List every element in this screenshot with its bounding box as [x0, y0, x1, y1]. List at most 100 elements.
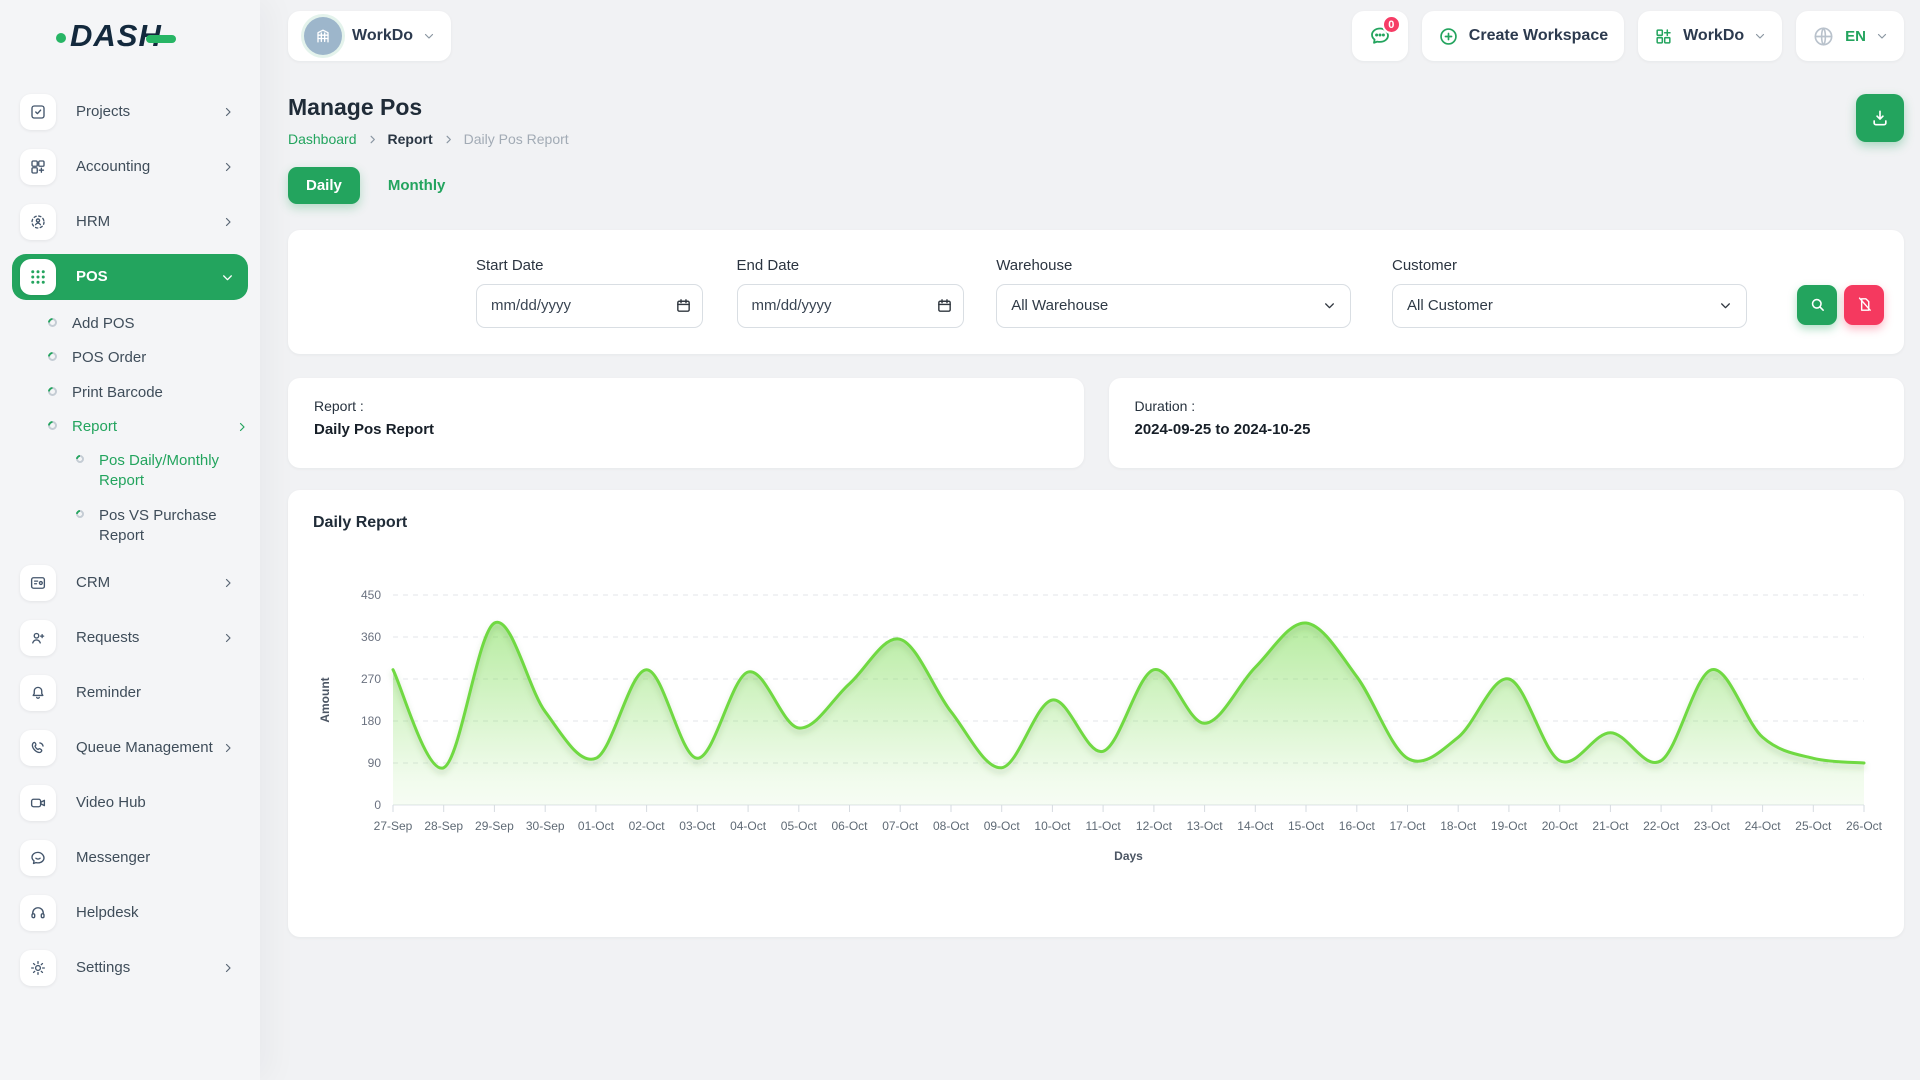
svg-text:19-Oct: 19-Oct — [1491, 819, 1528, 833]
end-date-label: End Date — [737, 257, 964, 274]
language-label: EN — [1845, 28, 1866, 45]
sidebar-item-reminder[interactable]: Reminder — [12, 670, 248, 716]
language-selector[interactable]: EN — [1796, 11, 1904, 61]
svg-text:26-Oct: 26-Oct — [1846, 819, 1882, 833]
sidebar-item-requests[interactable]: Requests — [12, 615, 248, 661]
svg-text:22-Oct: 22-Oct — [1643, 819, 1680, 833]
tab-monthly[interactable]: Monthly — [370, 167, 464, 204]
page-title: Manage Pos — [288, 94, 569, 121]
notification-badge: 0 — [1382, 15, 1401, 34]
sidebar-item-pos[interactable]: POS — [12, 254, 248, 300]
sidebar-subitem-print-barcode[interactable]: Print Barcode — [0, 383, 248, 403]
chevron-down-icon — [1719, 299, 1732, 312]
chevron-right-icon — [222, 106, 234, 118]
person-plus-icon — [20, 620, 56, 656]
warehouse-label: Warehouse — [996, 257, 1351, 274]
warehouse-select[interactable]: All Warehouse — [996, 284, 1351, 328]
sidebar-item-settings[interactable]: Settings — [12, 945, 248, 991]
svg-text:06-Oct: 06-Oct — [831, 819, 868, 833]
topbar-actions: 0 Create Workspace WorkDo EN — [1352, 11, 1904, 61]
download-button[interactable] — [1856, 94, 1904, 142]
globe-icon — [1812, 25, 1835, 48]
workspace-selector[interactable]: WorkDo — [288, 11, 451, 61]
logo-dot-icon — [56, 33, 66, 43]
customer-select[interactable]: All Customer — [1392, 284, 1747, 328]
download-icon — [1870, 108, 1890, 128]
sidebar-item-label: CRM — [76, 573, 222, 593]
summary-row: Report : Daily Pos Report Duration : 202… — [288, 378, 1904, 468]
svg-text:0: 0 — [374, 798, 381, 812]
svg-text:25-Oct: 25-Oct — [1795, 819, 1832, 833]
sidebar-subitem-add-pos[interactable]: Add POS — [0, 314, 248, 334]
customer-group: Customer All Customer — [1392, 257, 1747, 328]
report-label: Report : — [314, 398, 1058, 414]
sidebar-item-label: Accounting — [76, 157, 222, 177]
sidebar-item-label: Video Hub — [76, 793, 234, 813]
chevron-down-icon — [1754, 30, 1766, 42]
page-header: Manage Pos Dashboard Report Daily Pos Re… — [288, 94, 1904, 147]
brand-logo[interactable]: DASH — [0, 0, 260, 72]
building-icon — [313, 26, 333, 46]
warehouse-select-value: All Warehouse — [1011, 297, 1108, 314]
sidebar-subitem-pos-daily-monthly-report[interactable]: Pos Daily/Monthly Report — [0, 451, 248, 492]
sidebar-item-label: Reminder — [76, 683, 234, 703]
plus-circle-icon — [1438, 26, 1459, 47]
sidebar-subitem-pos-order[interactable]: POS Order — [0, 348, 248, 368]
chevron-right-icon — [222, 742, 234, 754]
search-button[interactable] — [1797, 285, 1837, 325]
svg-text:360: 360 — [361, 630, 381, 644]
tab-daily[interactable]: Daily — [288, 167, 360, 204]
start-date-label: Start Date — [476, 257, 703, 274]
bullet-ring-icon — [46, 350, 59, 363]
messages-button[interactable]: 0 — [1352, 11, 1408, 61]
breadcrumb-dashboard-link[interactable]: Dashboard — [288, 131, 357, 147]
svg-text:29-Sep: 29-Sep — [475, 819, 514, 833]
sidebar-subitem-label: Print Barcode — [72, 383, 248, 403]
svg-text:270: 270 — [361, 672, 381, 686]
sidebar-item-queue-management[interactable]: Queue Management — [12, 725, 248, 771]
end-date-input[interactable] — [737, 284, 964, 328]
sidebar-subitem-pos-vs-purchase-report[interactable]: Pos VS Purchase Report — [0, 506, 248, 547]
svg-text:07-Oct: 07-Oct — [882, 819, 919, 833]
daily-report-area-chart[interactable]: 09018027036045027-Sep28-Sep29-Sep30-Sep0… — [313, 570, 1879, 885]
svg-text:16-Oct: 16-Oct — [1339, 819, 1376, 833]
app-switcher-button[interactable]: WorkDo — [1638, 11, 1782, 61]
svg-text:04-Oct: 04-Oct — [730, 819, 767, 833]
sidebar-item-accounting[interactable]: Accounting — [12, 144, 248, 190]
sidebar-item-label: Helpdesk — [76, 903, 234, 923]
create-workspace-button[interactable]: Create Workspace — [1422, 11, 1624, 61]
chevron-right-icon — [367, 134, 378, 145]
svg-text:24-Oct: 24-Oct — [1745, 819, 1782, 833]
start-date-input[interactable] — [476, 284, 703, 328]
sidebar-item-messenger[interactable]: Messenger — [12, 835, 248, 881]
bullet-ring-icon — [74, 508, 85, 519]
chevron-right-icon — [222, 577, 234, 589]
sidebar-item-helpdesk[interactable]: Helpdesk — [12, 890, 248, 936]
svg-text:180: 180 — [361, 714, 381, 728]
sidebar-item-hrm[interactable]: HRM — [12, 199, 248, 245]
customer-select-value: All Customer — [1407, 297, 1493, 314]
clear-filter-button[interactable] — [1844, 285, 1884, 325]
sidebar-item-projects[interactable]: Projects — [12, 89, 248, 135]
svg-text:12-Oct: 12-Oct — [1136, 819, 1173, 833]
filter-panel: Start Date End Date Warehouse All Wareh — [288, 230, 1904, 354]
svg-text:21-Oct: 21-Oct — [1592, 819, 1629, 833]
svg-text:08-Oct: 08-Oct — [933, 819, 970, 833]
id-card-icon — [20, 565, 56, 601]
person-dashed-circle-icon — [20, 204, 56, 240]
svg-text:13-Oct: 13-Oct — [1187, 819, 1224, 833]
report-period-tabs: Daily Monthly — [288, 167, 1904, 204]
end-date-group: End Date — [737, 257, 964, 328]
bullet-ring-icon — [46, 385, 59, 398]
report-summary-card: Report : Daily Pos Report — [288, 378, 1084, 468]
grid-plus-icon — [1654, 27, 1673, 46]
sidebar-subitem-report[interactable]: Report — [0, 417, 248, 437]
start-date-group: Start Date — [476, 257, 703, 328]
phone-icon — [20, 730, 56, 766]
sidebar-item-video-hub[interactable]: Video Hub — [12, 780, 248, 826]
logo-dash-icon — [146, 35, 176, 43]
sidebar-item-label: POS — [76, 267, 221, 287]
svg-text:27-Sep: 27-Sep — [374, 819, 413, 833]
chevron-down-icon — [221, 271, 234, 284]
sidebar-item-crm[interactable]: CRM — [12, 560, 248, 606]
